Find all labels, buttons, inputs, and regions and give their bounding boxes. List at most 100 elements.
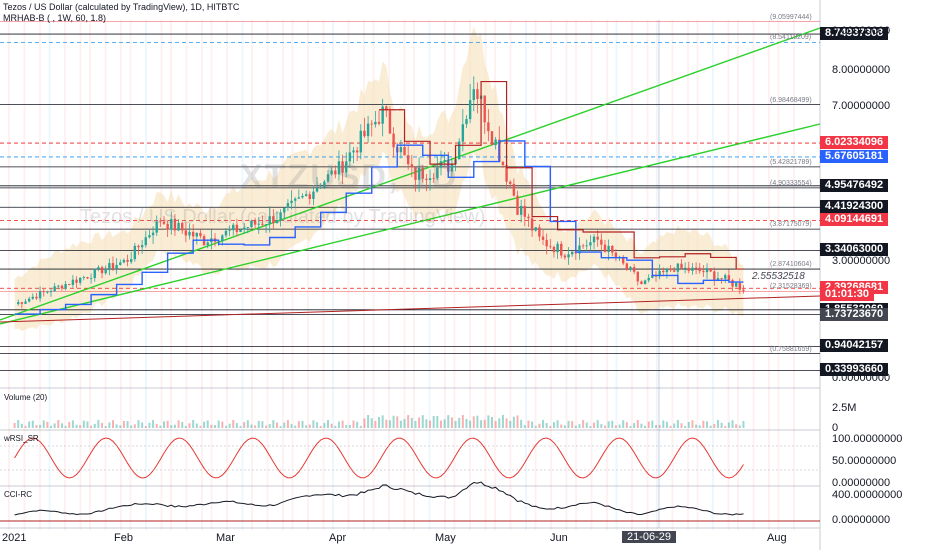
candle-body — [702, 271, 705, 273]
candle-body — [20, 302, 24, 304]
volume-bar — [622, 420, 625, 428]
candle-body — [24, 301, 27, 304]
volume-bar — [454, 420, 457, 428]
candle-body — [716, 278, 720, 280]
candle-body — [738, 283, 742, 290]
level-annotation: (2.31528369) — [770, 283, 812, 291]
session-band — [534, 20, 537, 530]
volume-bar — [312, 420, 315, 428]
candle-body — [490, 131, 494, 146]
price-label: 3.34063000 — [820, 243, 889, 257]
candle-body — [483, 95, 486, 123]
volume-bar — [334, 425, 337, 428]
volume-bar — [86, 421, 89, 428]
wrsi-line — [14, 437, 744, 479]
volume-bar — [403, 418, 406, 428]
volume-bar — [290, 424, 293, 428]
volume-bar — [206, 420, 209, 428]
candle-body — [705, 268, 709, 273]
volume-bar — [246, 420, 249, 428]
volume-bar — [232, 420, 235, 428]
candle-body — [283, 207, 286, 213]
volume-bar — [596, 420, 599, 428]
candle-body — [304, 194, 308, 196]
candle-body — [731, 280, 734, 287]
candle-body — [49, 291, 53, 293]
volume-bar — [341, 420, 344, 428]
volume-bar — [20, 423, 23, 428]
candle-body — [242, 227, 246, 230]
volume-bar — [228, 423, 231, 428]
candle-body — [159, 221, 162, 223]
x-label-aug: Aug — [767, 532, 787, 544]
candle-body — [75, 279, 78, 283]
volume-bar — [516, 415, 519, 428]
volume-bar — [520, 419, 523, 428]
volume-bar — [396, 416, 399, 428]
volume-bar — [545, 423, 548, 428]
volume-bar — [443, 419, 446, 428]
volume-bar — [669, 425, 672, 428]
volume-bar — [563, 425, 566, 428]
volume-bar — [706, 421, 709, 428]
candle-body — [352, 150, 355, 153]
candle-body — [643, 280, 647, 285]
candle-body — [530, 218, 534, 231]
candle-body — [567, 254, 570, 258]
green-trendline-shallow — [0, 123, 821, 325]
volume-bar — [283, 422, 286, 428]
volume-scale-max: 2.5M — [832, 402, 857, 414]
candle-body — [414, 167, 417, 180]
candle-body — [545, 239, 548, 247]
candle-body — [177, 222, 180, 231]
session-band — [332, 20, 334, 530]
volume-bar — [698, 425, 701, 428]
volume-bar — [731, 420, 734, 428]
volume-bar — [257, 420, 260, 428]
session-band — [590, 20, 593, 530]
volume-bar — [640, 423, 643, 428]
volume-bar — [662, 420, 665, 428]
volume-bar — [279, 425, 282, 428]
volume-bar — [327, 420, 329, 428]
candle-body — [505, 164, 508, 182]
x-label-apr: Apr — [329, 532, 347, 544]
volume-bar — [381, 415, 384, 428]
candle-body — [468, 100, 472, 120]
volume-bar — [738, 425, 741, 428]
volume-bar — [308, 424, 311, 428]
candle-body — [417, 167, 421, 180]
volume-bar — [122, 420, 125, 428]
volume-bar — [316, 422, 319, 428]
volume-bar — [407, 415, 410, 428]
session-band — [428, 20, 431, 530]
volume-bar — [410, 417, 413, 428]
candle-body — [512, 183, 516, 196]
candle-body — [31, 296, 34, 299]
volume-bar — [64, 425, 67, 428]
volume-bar — [491, 416, 493, 428]
volume-bar — [60, 423, 63, 428]
candle-body — [724, 275, 727, 279]
volume-bar — [42, 420, 45, 428]
candle-body — [640, 281, 643, 285]
volume-bar — [130, 425, 133, 428]
volume-bar — [618, 424, 621, 428]
candle-body — [552, 246, 556, 253]
volume-bar — [498, 418, 501, 428]
candle-body — [519, 205, 523, 215]
candle-body — [636, 271, 639, 282]
volume-bar — [195, 423, 198, 428]
level-annotation: (0.75881659) — [770, 345, 812, 353]
volume-bar — [159, 425, 162, 428]
volume-bar — [378, 416, 381, 428]
candle-body — [359, 130, 362, 153]
volume-bar — [243, 422, 246, 428]
candle-body — [385, 106, 388, 111]
candle-body — [250, 220, 253, 228]
volume-bar — [217, 420, 220, 428]
volume-bar — [250, 424, 253, 428]
volume-bar — [148, 422, 151, 428]
volume-bar — [39, 424, 42, 428]
